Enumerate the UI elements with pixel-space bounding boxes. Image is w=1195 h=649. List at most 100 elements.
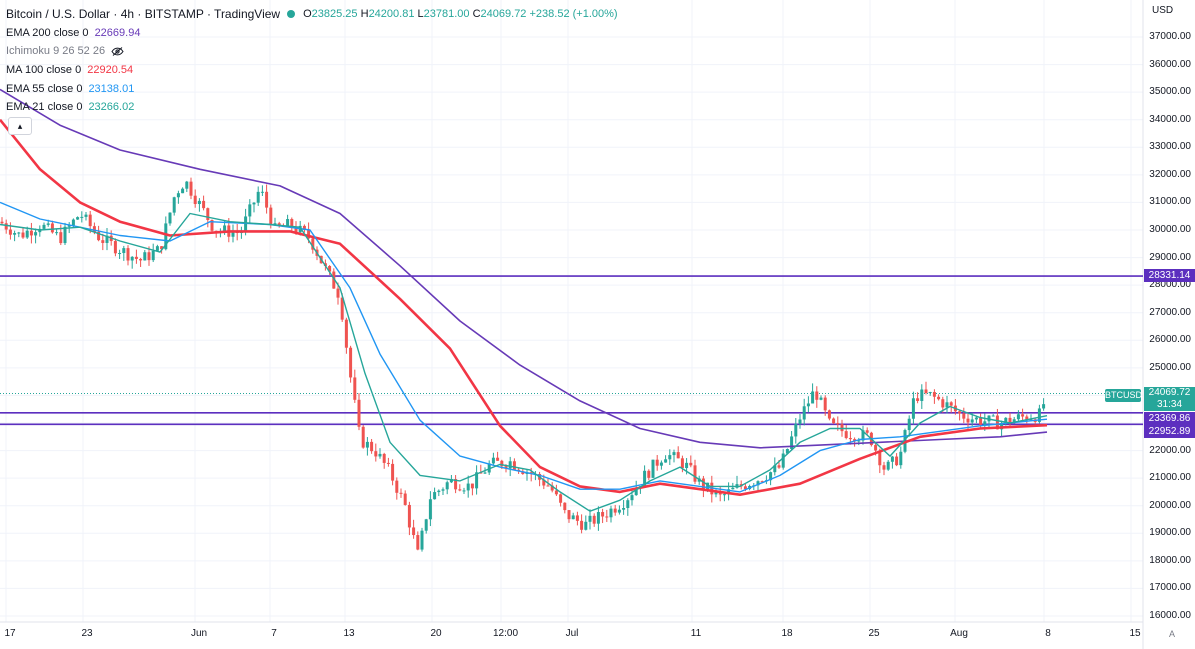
y-tick-label: 19000.00 [1149, 527, 1191, 539]
candle-body [949, 402, 953, 406]
indicator-ema200[interactable]: EMA 200 close 0 22669.94 [6, 26, 141, 39]
candle-body [46, 223, 50, 225]
candle-body [836, 423, 840, 425]
y-tick-label: 27000.00 [1149, 306, 1191, 318]
candle-body [1016, 414, 1020, 420]
candle-body [122, 248, 126, 254]
chevron-up-icon: ▴ [17, 121, 23, 131]
candle-body [491, 457, 495, 464]
indicator-ema21[interactable]: EMA 21 close 0 23266.02 [6, 101, 135, 114]
x-tick-label: 7 [271, 628, 277, 639]
candle-body [286, 219, 290, 227]
candle-body [857, 440, 861, 442]
y-tick-label: 37000.00 [1149, 31, 1191, 42]
candle-body [67, 225, 71, 227]
candle-body [260, 191, 264, 193]
candle-body [391, 463, 395, 481]
candle-body [4, 223, 8, 230]
candle-body [361, 426, 365, 448]
series-line [0, 88, 1048, 449]
candle-body [664, 459, 668, 463]
y-tick-label: 29000.00 [1149, 251, 1191, 263]
x-tick-label: 17 [4, 628, 16, 639]
y-tick-label: 33000.00 [1149, 141, 1191, 153]
candle-body [689, 462, 693, 466]
candle-body [588, 515, 592, 522]
candle-body [622, 508, 626, 510]
candle-body [353, 377, 357, 400]
candle-body [113, 241, 117, 254]
candle-body [680, 458, 684, 469]
candle-body [962, 413, 966, 419]
candle-body [571, 515, 575, 520]
series-line [0, 212, 1048, 512]
x-tick-label: 23 [81, 628, 93, 639]
candle-body [428, 499, 432, 520]
candle-body [181, 188, 185, 194]
candle-body [987, 415, 991, 422]
candle-body [920, 389, 924, 401]
candle-body [25, 230, 29, 238]
candle-body [655, 459, 659, 466]
candle-body [584, 521, 588, 530]
indicator-ma100[interactable]: MA 100 close 0 22920.54 [6, 64, 134, 77]
y-tick-label: 17000.00 [1149, 582, 1191, 594]
candle-body [874, 445, 878, 451]
candle-body [886, 461, 890, 470]
candle-body [458, 489, 462, 491]
candle-body [626, 500, 630, 509]
candle-body [643, 470, 647, 487]
candle-body [798, 419, 802, 424]
candle-body [21, 232, 25, 238]
symbol-title[interactable]: Bitcoin / U.S. Dollar · 4h · BITSTAMP · … [6, 7, 281, 22]
candle-body [445, 482, 449, 490]
level-tag-2: 23369.86 [1144, 412, 1195, 425]
candle-body [832, 418, 836, 424]
y-tick-label: 25000.00 [1149, 361, 1191, 373]
candle-body [374, 451, 378, 457]
eye-off-icon[interactable] [111, 47, 124, 56]
candle-body [840, 424, 844, 432]
candle-body [269, 207, 273, 225]
indicator-ema55[interactable]: EMA 55 close 0 23138.01 [6, 82, 135, 95]
indicator-ichimoku[interactable]: Ichimoku 9 26 52 26 [6, 42, 618, 61]
candle-body [34, 232, 38, 236]
candle-body [769, 472, 773, 481]
candle-body [307, 229, 311, 239]
series-line [0, 201, 1048, 493]
candle-body [601, 512, 605, 517]
candle-body [290, 219, 294, 228]
candle-body [504, 466, 508, 469]
candle-body [995, 415, 999, 430]
y-tick-label: 18000.00 [1149, 554, 1191, 566]
candle-body [328, 266, 332, 272]
series-line [0, 118, 1048, 496]
currency-selector[interactable]: USD [1152, 5, 1174, 16]
collapse-legend-button[interactable]: ▴ [8, 117, 32, 135]
candle-body [937, 396, 941, 400]
candle-body [349, 347, 353, 378]
y-tick-label: 28000.00 [1149, 279, 1191, 291]
y-tick-label: 20000.00 [1149, 499, 1191, 511]
candle-body [554, 490, 558, 495]
symbol-tag: BTCUSD [1105, 389, 1143, 402]
candle-body [231, 232, 235, 237]
candle-body [147, 252, 151, 261]
auto-scale-button[interactable]: A [1169, 629, 1176, 639]
candle-body [470, 483, 474, 489]
candle-body [958, 411, 962, 414]
candle-body [546, 485, 550, 487]
candle-body [256, 191, 260, 203]
candle-body [399, 492, 403, 494]
candle-body [500, 460, 504, 467]
candle-body [50, 223, 54, 233]
candle-body [613, 508, 617, 513]
candle-body [567, 510, 571, 520]
candle-body [76, 217, 80, 220]
candle-body [139, 258, 143, 261]
x-tick-label: Jun [190, 628, 208, 639]
candle-body [676, 452, 680, 459]
candle-body [966, 418, 970, 423]
candle-body [126, 248, 130, 261]
